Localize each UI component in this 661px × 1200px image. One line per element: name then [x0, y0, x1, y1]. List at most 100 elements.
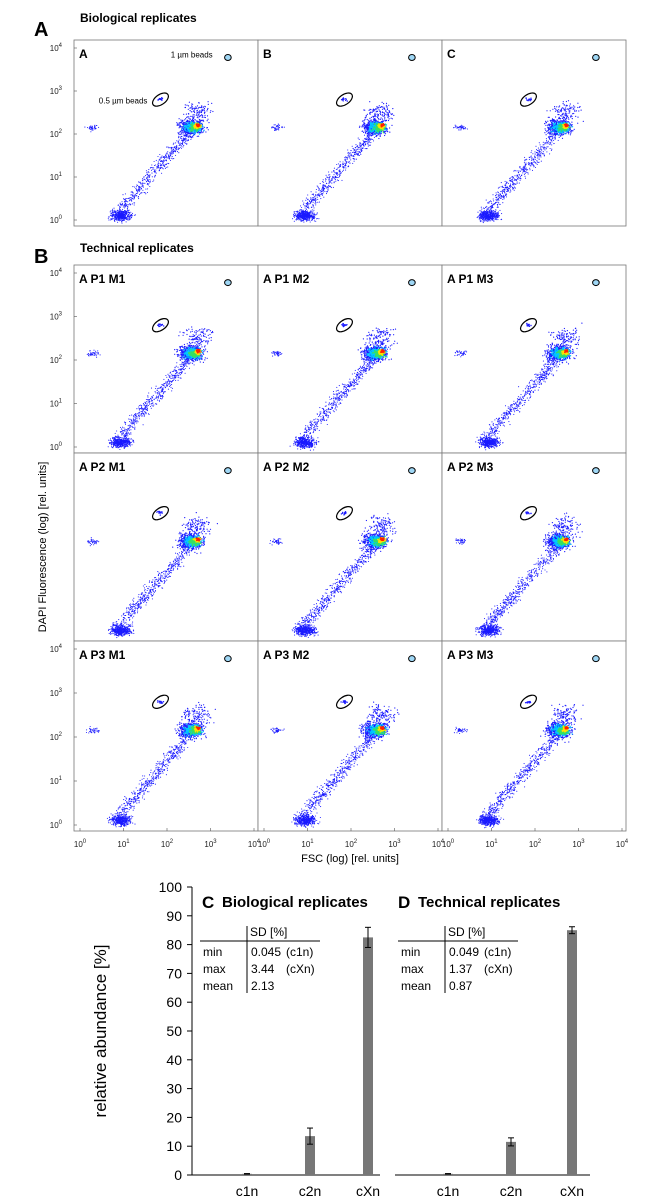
- sd-row-value: 0.87: [449, 979, 473, 993]
- bar-chart-d: D Technical replicates c1n c2n cXn SD [%] min 0…: [395, 893, 590, 1199]
- scatter-grid: A 100 101 102 103 104 1 µm beads 0.5 µm beads B C…: [37, 39, 629, 865]
- event-cloud: [271, 97, 395, 223]
- sd-table: SD [%] min 0.049 (c1n) max 1.37 (cXn) mean 0.87: [398, 925, 518, 993]
- bar-category-label: c1n: [236, 1183, 259, 1199]
- sd-row-note: (c1n): [286, 945, 313, 959]
- panel-label: A P1 M3: [447, 272, 494, 286]
- bar-y-tick-label: 0: [174, 1167, 182, 1183]
- y-tick-label: 103: [50, 312, 63, 322]
- sd-row-value: 1.37: [449, 962, 473, 976]
- panel-label: A P3 M1: [79, 648, 126, 662]
- bar-panel-letter: D: [398, 893, 410, 912]
- bead-gate-large: [592, 279, 600, 287]
- bar-category-label: c2n: [299, 1183, 322, 1199]
- bead-gate-large: [408, 53, 416, 61]
- panel-label: A P2 M3: [447, 460, 494, 474]
- x-tick-label: 102: [345, 839, 358, 849]
- panel-frame: [73, 640, 259, 832]
- bar-y-tick-label: 30: [166, 1081, 182, 1097]
- bead-gate-small: [335, 506, 353, 521]
- bar-category-label: c2n: [500, 1183, 523, 1199]
- x-tick-label: 102: [529, 839, 542, 849]
- x-tick-label: 101: [301, 839, 314, 849]
- y-tick-label: 102: [50, 355, 63, 365]
- x-tick-label: 103: [204, 839, 217, 849]
- bead-gate-small: [151, 92, 169, 107]
- x-tick-label: 103: [388, 839, 401, 849]
- sd-row-label: max: [401, 962, 424, 976]
- panel-frame: [257, 452, 443, 642]
- scatter-panel: B: [257, 39, 443, 227]
- bar-y-tick-label: 50: [166, 1023, 182, 1039]
- bead-gate-small: [151, 694, 169, 709]
- bar-y-tick-label: 70: [166, 965, 182, 981]
- panel-label: A P1 M1: [79, 272, 126, 286]
- panel-label: A P3 M3: [447, 648, 494, 662]
- scatter-panel: A P2 M3: [441, 452, 627, 642]
- sd-row-value: 0.045: [251, 945, 281, 959]
- bar: [567, 930, 577, 1175]
- scatter-y-axis-label: DAPI Fluorescence (log) [rel. units]: [37, 462, 49, 633]
- y-tick-label: 101: [50, 172, 63, 182]
- bar-chart-c: C Biological replicates c1n c2n cXn SD [%] min…: [192, 893, 380, 1199]
- bead-gate-small: [335, 92, 353, 107]
- bar: [305, 1136, 315, 1175]
- sd-row-label: min: [203, 945, 222, 959]
- y-tick-label: 100: [50, 820, 63, 830]
- bar: [506, 1141, 516, 1175]
- sd-row-label: max: [203, 962, 226, 976]
- bar-charts: 0 10 20 30 40 50 60 70 80 90 100 relative abundance…: [91, 879, 590, 1199]
- bar-category-label: cXn: [560, 1183, 584, 1199]
- panel-label: A: [79, 47, 88, 61]
- y-tick-label: 104: [50, 43, 63, 53]
- bar: [363, 937, 373, 1175]
- bead-gate-small: [519, 694, 537, 709]
- y-tick-label: 100: [50, 215, 63, 225]
- x-tick-label: 100: [258, 839, 271, 849]
- section-letter-b: B: [34, 246, 48, 268]
- panel-frame: [257, 640, 443, 832]
- event-cloud: [453, 700, 584, 829]
- y-tick-label: 100: [50, 442, 63, 452]
- panel-label: C: [447, 47, 456, 61]
- panel-frame: [441, 39, 627, 227]
- panel-label: A P2 M1: [79, 460, 126, 474]
- scatter-panel: A P1 M1 100 101 102 103 104: [50, 264, 259, 454]
- bead-gate-large: [592, 467, 600, 475]
- sd-row-value: 2.13: [251, 979, 275, 993]
- panel-label: A P3 M2: [263, 648, 310, 662]
- bar-y-tick-label: 100: [159, 879, 183, 895]
- scatter-panel: A P3 M1 100 101 102 103 104 100 101 102 103 104: [50, 640, 261, 849]
- y-tick-label: 104: [50, 644, 63, 654]
- bead-gate-large: [224, 655, 232, 663]
- bead-label-small: 0.5 µm beads: [99, 96, 148, 105]
- x-tick-label: 104: [616, 839, 629, 849]
- panel-frame: [441, 264, 627, 454]
- scatter-panel: A P3 M3 100 101 102 103 104: [441, 640, 629, 849]
- event-cloud: [453, 97, 584, 224]
- bar-y-tick-label: 20: [166, 1109, 182, 1125]
- scatter-panel: A P3 M2 100 101 102 103 104: [257, 640, 445, 849]
- sd-table-header: SD [%]: [448, 925, 485, 939]
- bar-y-tick-label: 40: [166, 1052, 182, 1068]
- event-cloud: [87, 510, 218, 639]
- x-tick-label: 101: [117, 839, 130, 849]
- event-cloud: [85, 700, 216, 828]
- panel-frame: [73, 452, 259, 642]
- bar-category-label: cXn: [356, 1183, 380, 1199]
- bead-gate-large: [224, 279, 232, 287]
- scatter-panel: C: [441, 39, 627, 227]
- section-title-biological: Biological replicates: [80, 11, 197, 25]
- y-tick-label: 103: [50, 688, 63, 698]
- bead-gate-large: [408, 279, 416, 287]
- section-title-technical: Technical replicates: [80, 241, 194, 255]
- panel-label: A P1 M2: [263, 272, 310, 286]
- event-cloud: [86, 323, 214, 451]
- bead-gate-small: [519, 318, 537, 333]
- bead-gate-large: [592, 53, 600, 61]
- bar-y-tick-label: 10: [166, 1138, 182, 1154]
- scatter-panel: A P2 M2: [257, 452, 443, 642]
- panel-label: B: [263, 47, 272, 61]
- sd-row-label: mean: [203, 979, 233, 993]
- y-tick-label: 104: [50, 268, 63, 278]
